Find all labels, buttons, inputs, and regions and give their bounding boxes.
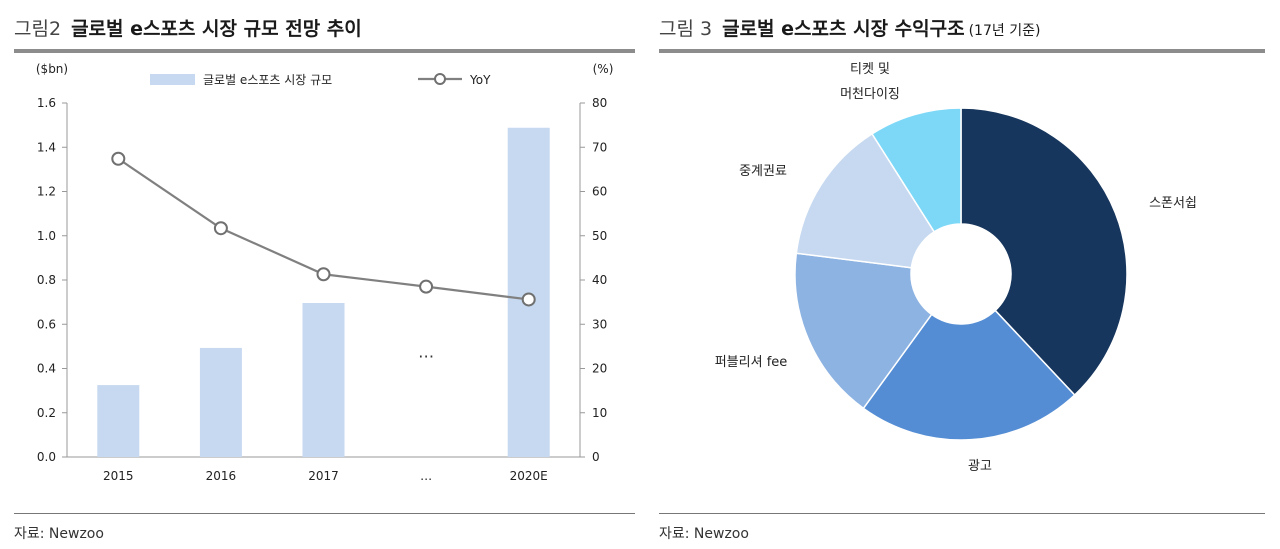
left-tick-label: 1.6 — [37, 96, 56, 110]
right-tick-label: 30 — [592, 317, 607, 331]
slice-label: 광고 — [968, 459, 992, 474]
yoy-marker — [521, 292, 536, 307]
market-size-bar — [302, 303, 345, 457]
legend-bar-label: 글로벌 e스포츠 시장 규모 — [203, 73, 332, 87]
right-figure-title-text: 글로벌 e스포츠 시장 수익구조 — [722, 18, 965, 40]
left-axis-unit: ($bn) — [36, 62, 68, 76]
left-figure-number: 그림2 — [14, 18, 62, 40]
yoy-marker — [213, 221, 228, 236]
gap-ellipsis: … — [418, 342, 434, 361]
x-category-label: 2020E — [510, 469, 548, 483]
x-category-label: 2016 — [206, 469, 237, 483]
left-tick-label: 0.8 — [37, 273, 56, 287]
left-bottom-rule — [14, 513, 635, 514]
legend-line-label: YoY — [469, 73, 491, 87]
left-tick-label: 0.4 — [37, 362, 56, 376]
right-tick-label: 20 — [592, 362, 607, 376]
right-axis-unit: (%) — [593, 62, 614, 76]
x-category-label: … — [420, 469, 432, 483]
slice-label: 퍼블리셔 fee — [715, 355, 788, 370]
left-figure-title-text: 글로벌 e스포츠 시장 규모 전망 추이 — [71, 18, 362, 40]
yoy-marker — [419, 279, 434, 294]
yoy-marker — [111, 151, 126, 166]
donut-slice — [871, 107, 962, 233]
right-figure-note: (17년 기준) — [968, 23, 1041, 39]
right-bottom-rule — [659, 513, 1265, 514]
slice-label: 스폰서쉽 — [1149, 196, 1197, 211]
left-tick-label: 0.0 — [37, 450, 56, 464]
market-size-bar — [507, 127, 550, 457]
slice-label: 티켓 및 머천다이징 — [840, 62, 900, 102]
market-size-combo-chart: ($bn) (%) 0.0 0.2 0.4 0.6 0.8 1.0 1.2 1.4 1.6 0 10 20… — [36, 62, 614, 483]
donut-slice — [960, 107, 1128, 397]
legend-bar-swatch — [150, 74, 195, 85]
x-category-label: 2015 — [103, 469, 134, 483]
right-tick-label: 0 — [592, 450, 600, 464]
left-source-note: 자료: Newzoo — [14, 526, 104, 542]
slice-label: 중계권료 — [739, 164, 787, 179]
right-tick-label: 50 — [592, 229, 607, 243]
left-figure-panel: 그림2 글로벌 e스포츠 시장 규모 전망 추이 ($bn) (%) 0.0 0.2 0.… — [14, 14, 635, 542]
right-tick-label: 60 — [592, 185, 607, 199]
right-tick-label: 80 — [592, 96, 607, 110]
right-tick-label: 40 — [592, 273, 607, 287]
left-figure-title: 그림2 글로벌 e스포츠 시장 규모 전망 추이 — [14, 14, 362, 41]
left-tick-label: 1.0 — [37, 229, 56, 243]
donut-slice — [795, 132, 936, 269]
donut-slice — [794, 252, 933, 410]
left-tick-label: 0.6 — [37, 317, 56, 331]
right-title-rule — [659, 49, 1265, 53]
left-tick-label: 1.4 — [37, 140, 56, 154]
right-tick-label: 70 — [592, 140, 607, 154]
right-tick-label: 10 — [592, 406, 607, 420]
right-figure-number: 그림 3 — [659, 18, 713, 40]
left-title-rule — [14, 49, 635, 53]
x-category-label: 2017 — [308, 469, 339, 483]
right-figure-title: 그림 3 글로벌 e스포츠 시장 수익구조 (17년 기준) — [659, 14, 1040, 41]
legend-line-marker — [434, 73, 446, 85]
yoy-marker — [316, 267, 331, 282]
left-tick-label: 1.2 — [37, 185, 56, 199]
donut-slice — [862, 309, 1076, 441]
market-size-bar — [199, 347, 242, 457]
left-tick-label: 0.2 — [37, 406, 56, 420]
right-source-note: 자료: Newzoo — [659, 526, 749, 542]
market-size-bar — [97, 385, 140, 457]
